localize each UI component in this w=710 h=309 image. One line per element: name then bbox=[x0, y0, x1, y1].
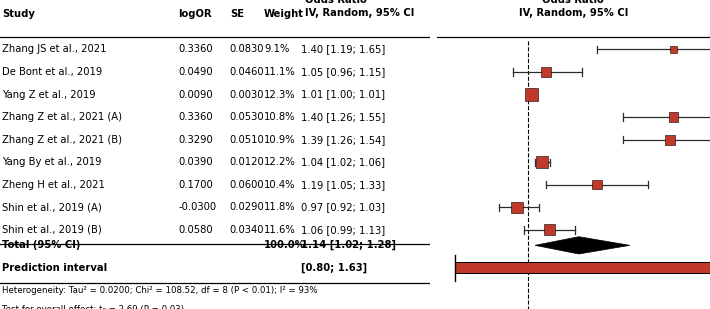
Text: [0.80; 1.63]: [0.80; 1.63] bbox=[301, 263, 367, 273]
Text: Odds Ratio: Odds Ratio bbox=[305, 0, 367, 5]
Text: 0.0340: 0.0340 bbox=[230, 225, 264, 235]
Text: 12.2%: 12.2% bbox=[264, 157, 296, 167]
Text: 1.04 [1.02; 1.06]: 1.04 [1.02; 1.06] bbox=[301, 157, 385, 167]
Text: 9.1%: 9.1% bbox=[264, 44, 290, 54]
Text: Odds Ratio: Odds Ratio bbox=[542, 0, 604, 5]
Text: 1.19 [1.05; 1.33]: 1.19 [1.05; 1.33] bbox=[301, 180, 385, 190]
Bar bbox=[670, 46, 677, 53]
Text: Prediction interval: Prediction interval bbox=[2, 263, 107, 273]
Text: Heterogeneity: Tau² = 0.0200; Chi² = 108.52, df = 8 (P < 0.01); I² = 93%: Heterogeneity: Tau² = 0.0200; Chi² = 108… bbox=[2, 286, 318, 295]
Text: 11.8%: 11.8% bbox=[264, 202, 296, 212]
Text: 0.0460: 0.0460 bbox=[230, 67, 264, 77]
Text: Zhang JS et al., 2021: Zhang JS et al., 2021 bbox=[2, 44, 106, 54]
Text: Shin et al., 2019 (A): Shin et al., 2019 (A) bbox=[2, 202, 102, 212]
Bar bbox=[511, 201, 523, 213]
Text: 0.97 [0.92; 1.03]: 0.97 [0.92; 1.03] bbox=[301, 202, 385, 212]
Text: 0.0090: 0.0090 bbox=[178, 90, 213, 99]
Text: De Bont et al., 2019: De Bont et al., 2019 bbox=[2, 67, 102, 77]
Polygon shape bbox=[535, 237, 630, 254]
Text: Zheng H et al., 2021: Zheng H et al., 2021 bbox=[2, 180, 105, 190]
Text: 1.40 [1.19; 1.65]: 1.40 [1.19; 1.65] bbox=[301, 44, 385, 54]
Text: 1.40 [1.26; 1.55]: 1.40 [1.26; 1.55] bbox=[301, 112, 385, 122]
Text: Zhang Z et al., 2021 (B): Zhang Z et al., 2021 (B) bbox=[2, 135, 122, 145]
Text: 0.3360: 0.3360 bbox=[178, 44, 213, 54]
Text: 1.06 [0.99; 1.13]: 1.06 [0.99; 1.13] bbox=[301, 225, 385, 235]
Text: 0.0030: 0.0030 bbox=[230, 90, 264, 99]
Text: 1.01 [1.00; 1.01]: 1.01 [1.00; 1.01] bbox=[301, 90, 385, 99]
Text: 100.0%: 100.0% bbox=[264, 240, 306, 250]
Text: 0.0390: 0.0390 bbox=[178, 157, 213, 167]
Text: Shin et al., 2019 (B): Shin et al., 2019 (B) bbox=[2, 225, 102, 235]
Bar bbox=[455, 263, 710, 273]
Text: 1.05 [0.96; 1.15]: 1.05 [0.96; 1.15] bbox=[301, 67, 385, 77]
Text: Yang By et al., 2019: Yang By et al., 2019 bbox=[2, 157, 102, 167]
Text: 11.6%: 11.6% bbox=[264, 225, 296, 235]
Text: Test for overall effect: t₈ = 2.69 (P = 0.03): Test for overall effect: t₈ = 2.69 (P = … bbox=[2, 305, 184, 309]
Text: 0.0490: 0.0490 bbox=[178, 67, 213, 77]
Text: 0.0830: 0.0830 bbox=[230, 44, 264, 54]
Text: Weight: Weight bbox=[264, 9, 304, 19]
Text: 0.1700: 0.1700 bbox=[178, 180, 213, 190]
Bar bbox=[669, 112, 679, 122]
Text: 0.3290: 0.3290 bbox=[178, 135, 213, 145]
Text: -0.0300: -0.0300 bbox=[178, 202, 217, 212]
Text: logOR: logOR bbox=[178, 9, 212, 19]
Text: 11.1%: 11.1% bbox=[264, 67, 296, 77]
Text: 10.4%: 10.4% bbox=[264, 180, 295, 190]
Text: IV, Random, 95% CI: IV, Random, 95% CI bbox=[518, 8, 628, 18]
Bar bbox=[525, 88, 537, 101]
Text: 1.14 [1.02; 1.28]: 1.14 [1.02; 1.28] bbox=[301, 240, 395, 251]
Text: 0.0120: 0.0120 bbox=[230, 157, 265, 167]
Text: 0.0510: 0.0510 bbox=[230, 135, 265, 145]
Text: 0.0290: 0.0290 bbox=[230, 202, 265, 212]
Text: 1.39 [1.26; 1.54]: 1.39 [1.26; 1.54] bbox=[301, 135, 385, 145]
Bar bbox=[592, 180, 601, 189]
Text: Yang Z et al., 2019: Yang Z et al., 2019 bbox=[2, 90, 96, 99]
Bar bbox=[544, 224, 555, 235]
Bar bbox=[541, 67, 551, 77]
Text: 0.0600: 0.0600 bbox=[230, 180, 264, 190]
Text: 0.0580: 0.0580 bbox=[178, 225, 213, 235]
Bar bbox=[665, 135, 675, 145]
Text: 0.0530: 0.0530 bbox=[230, 112, 264, 122]
Text: Zhang Z et al., 2021 (A): Zhang Z et al., 2021 (A) bbox=[2, 112, 122, 122]
Bar bbox=[536, 156, 548, 168]
Text: IV, Random, 95% CI: IV, Random, 95% CI bbox=[305, 8, 415, 18]
Text: Study: Study bbox=[2, 9, 35, 19]
Text: 10.8%: 10.8% bbox=[264, 112, 295, 122]
Text: 12.3%: 12.3% bbox=[264, 90, 296, 99]
Bar bbox=[455, 262, 710, 274]
Text: 10.9%: 10.9% bbox=[264, 135, 296, 145]
Text: Total (95% CI): Total (95% CI) bbox=[2, 240, 80, 250]
Text: SE: SE bbox=[230, 9, 244, 19]
Text: 0.3360: 0.3360 bbox=[178, 112, 213, 122]
